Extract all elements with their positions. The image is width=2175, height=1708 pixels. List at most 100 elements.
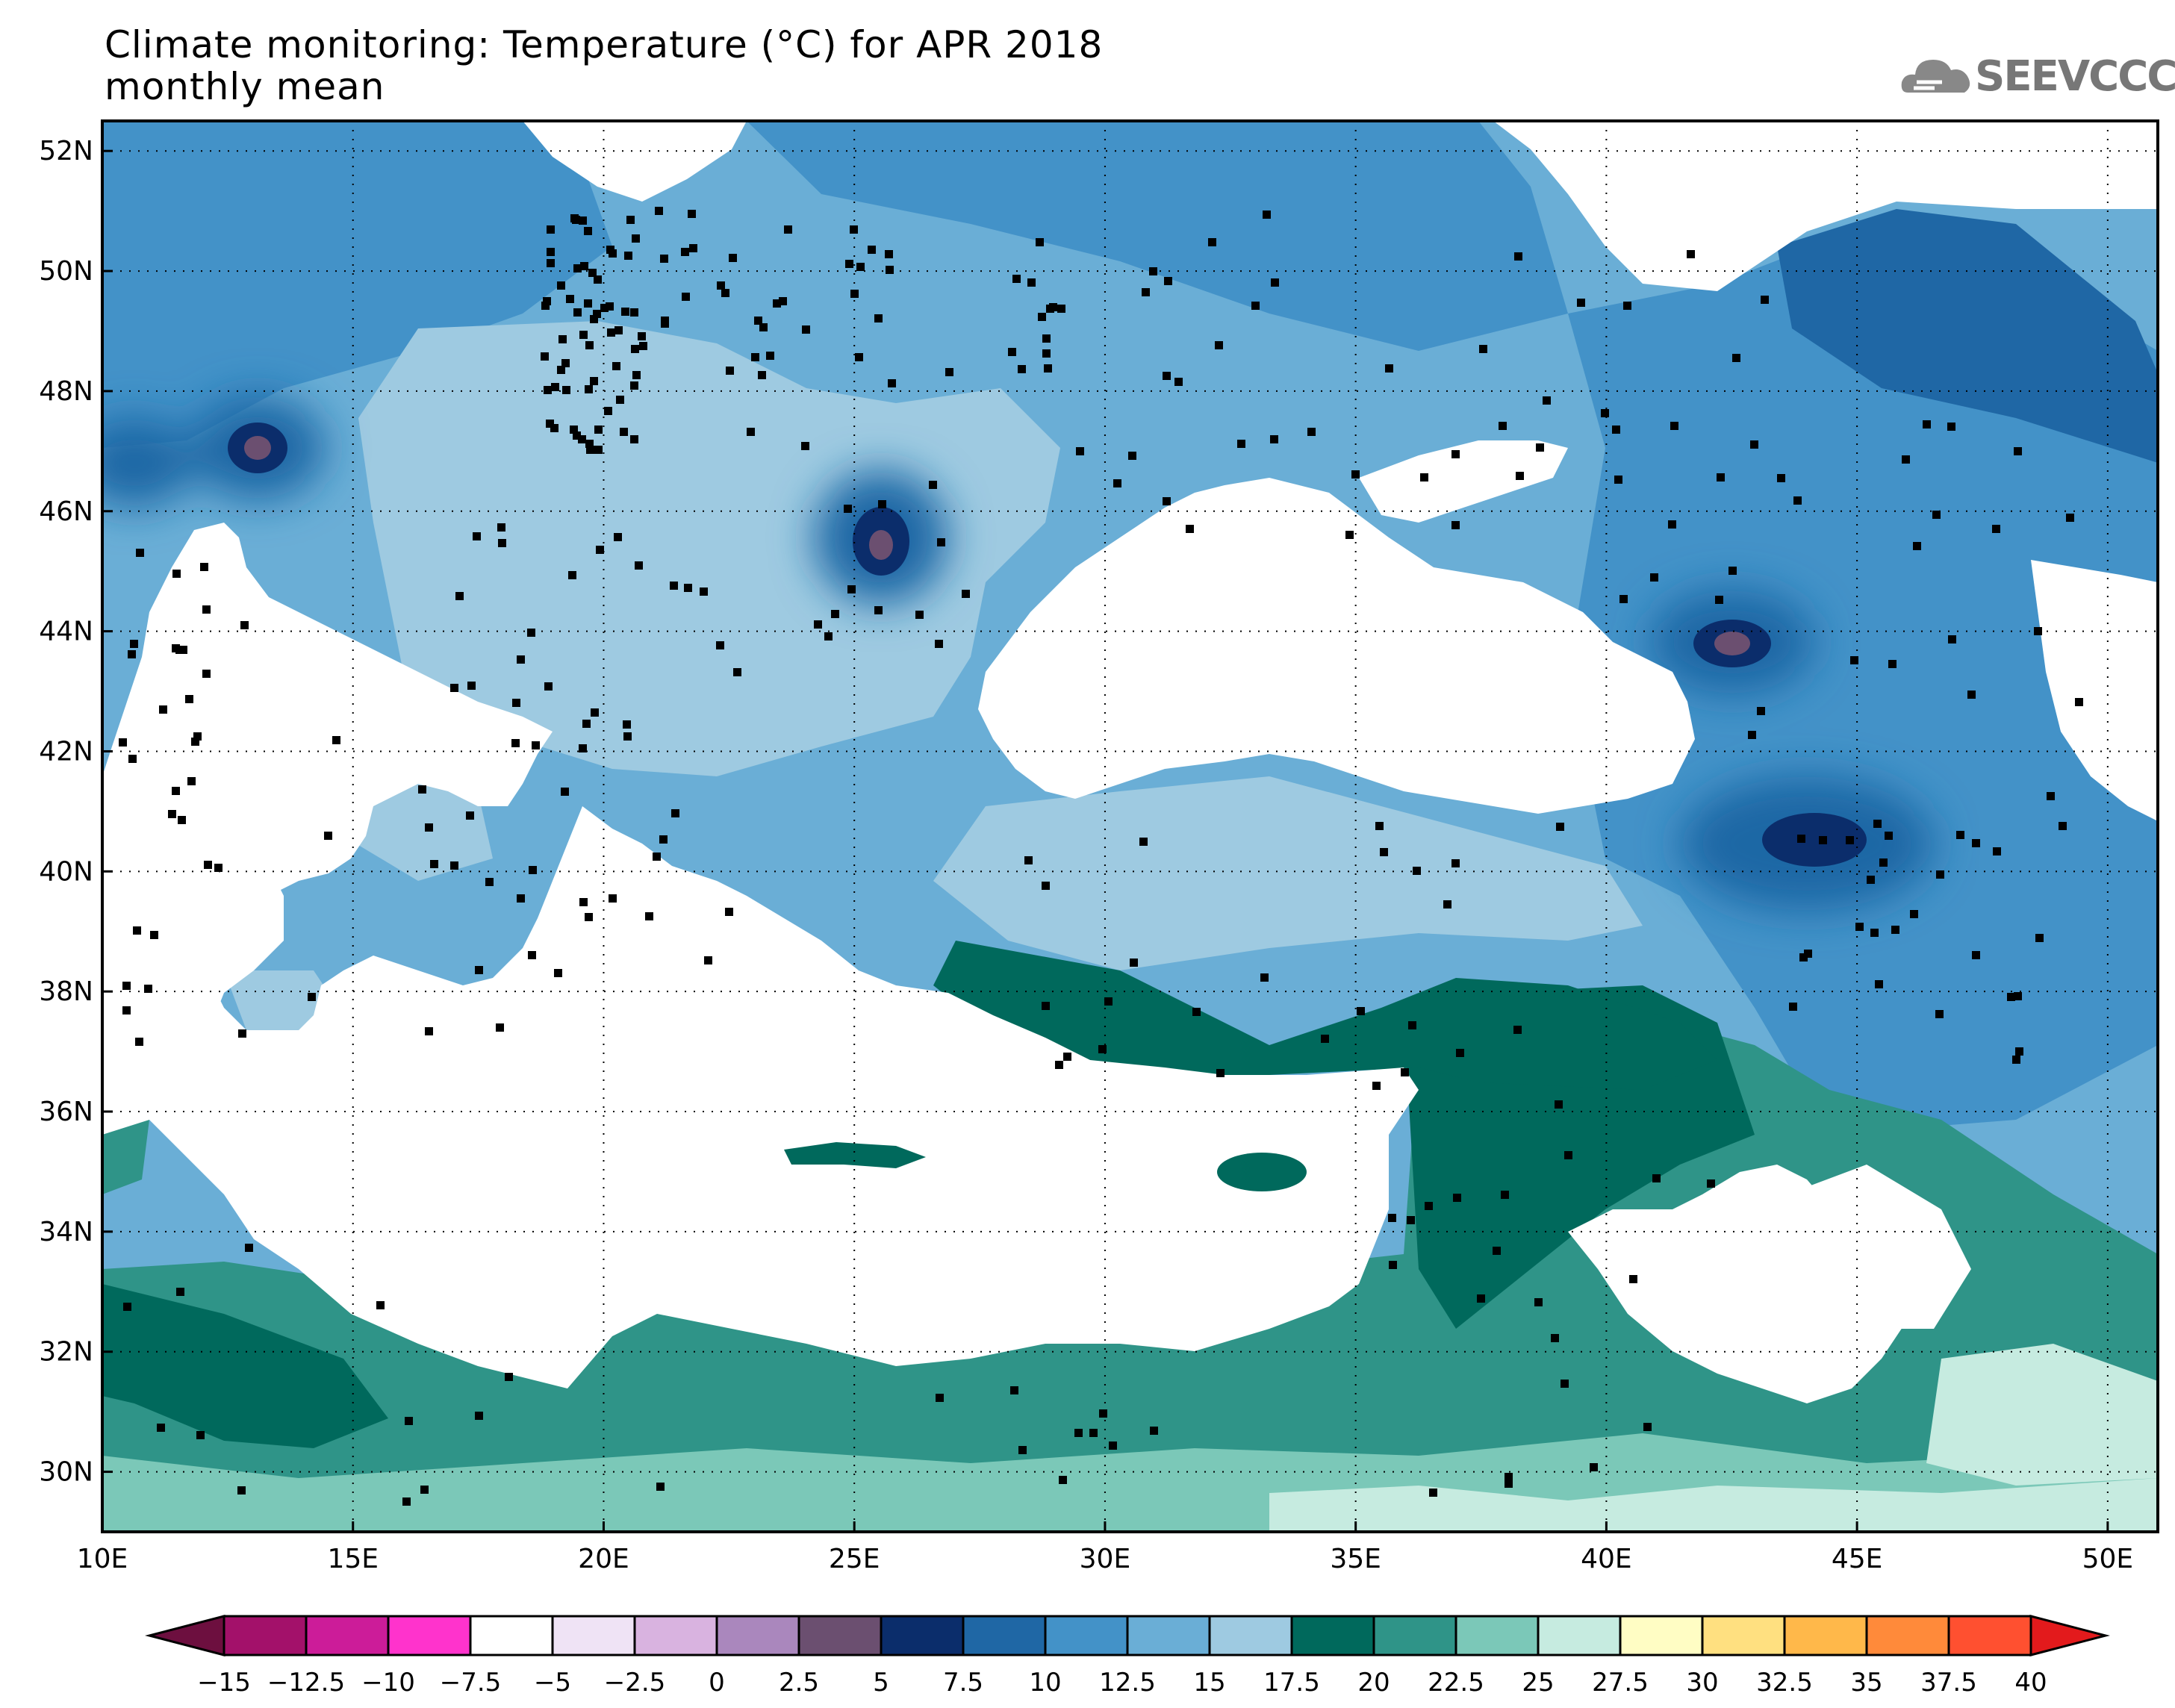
station-marker — [475, 966, 483, 974]
station-marker — [130, 640, 138, 648]
station-marker — [850, 225, 858, 234]
station-marker — [1270, 435, 1278, 443]
cloud-icon — [1901, 60, 1970, 93]
colorbar-swatch — [1865, 1615, 1950, 1656]
station-marker — [543, 297, 551, 305]
y-tick-label: 34N — [39, 1217, 93, 1247]
station-marker — [1215, 341, 1223, 349]
station-marker — [1902, 455, 1910, 464]
colorbar-label: 15 — [1193, 1668, 1225, 1698]
station-marker — [420, 1486, 429, 1494]
station-marker — [1104, 997, 1113, 1006]
colorbar-label: 40 — [2014, 1668, 2047, 1698]
station-marker — [1561, 1380, 1569, 1388]
station-marker — [119, 738, 127, 747]
colorbar-label: 27.5 — [1592, 1668, 1649, 1698]
station-marker — [376, 1301, 385, 1309]
station-marker — [1174, 378, 1183, 386]
station-marker — [671, 809, 679, 817]
colorbar-swatch — [387, 1615, 472, 1656]
station-marker — [1789, 1003, 1797, 1011]
station-marker — [1629, 1275, 1637, 1283]
longitude-ticks: 10E 15E 20E 25E 30E 35E 40E 45E 50E — [77, 1521, 2133, 1574]
station-marker — [1601, 409, 1609, 417]
station-marker — [716, 641, 724, 649]
station-marker — [122, 982, 131, 990]
station-marker — [172, 787, 180, 795]
station-marker — [1042, 349, 1051, 358]
station-marker — [1750, 440, 1758, 449]
station-marker — [607, 328, 615, 337]
colorbar-swatch — [880, 1615, 965, 1656]
station-marker — [704, 956, 712, 964]
station-marker — [466, 811, 474, 820]
station-marker — [573, 308, 582, 317]
station-marker — [1513, 1026, 1522, 1034]
station-marker — [855, 353, 863, 361]
station-marker — [1564, 1151, 1572, 1159]
colorbar-label: 2.5 — [779, 1668, 819, 1698]
station-marker — [1804, 950, 1812, 958]
station-marker — [1993, 847, 2001, 855]
station-marker — [176, 1288, 184, 1296]
station-marker — [187, 777, 196, 785]
station-marker — [1757, 707, 1765, 715]
station-marker — [547, 225, 555, 234]
station-marker — [661, 317, 669, 325]
colorbar-label: −5 — [534, 1668, 571, 1698]
station-marker — [594, 426, 603, 434]
station-marker — [566, 295, 574, 303]
station-marker — [620, 428, 628, 436]
station-marker — [185, 695, 193, 703]
colorbar-swatch — [1372, 1615, 1457, 1656]
station-marker — [874, 314, 883, 322]
station-marker — [450, 861, 458, 870]
station-marker — [721, 289, 729, 297]
station-marker — [585, 913, 593, 921]
station-marker — [847, 585, 856, 593]
y-tick-label: 46N — [39, 496, 93, 527]
colorbar-label: 25 — [1522, 1668, 1554, 1698]
seevccc-logo: SEEVCCC — [1900, 46, 2175, 106]
station-marker — [517, 894, 525, 903]
colorbar-swatch — [305, 1615, 390, 1656]
x-tick-label: 20E — [578, 1544, 629, 1574]
station-marker — [874, 606, 883, 614]
station-marker — [528, 951, 536, 959]
station-marker — [529, 866, 537, 874]
y-tick-label: 32N — [39, 1337, 93, 1368]
station-marker — [594, 275, 602, 284]
station-marker — [591, 708, 599, 717]
station-marker — [590, 315, 598, 323]
colorbar-low-arrow — [145, 1615, 225, 1656]
station-marker — [128, 755, 137, 763]
station-marker — [632, 234, 640, 243]
station-marker — [594, 446, 603, 454]
station-marker — [1717, 473, 1725, 481]
station-marker — [1967, 691, 1976, 699]
station-marker — [1477, 1294, 1485, 1303]
station-marker — [606, 302, 614, 311]
y-tick-label: 38N — [39, 976, 93, 1007]
station-marker — [733, 668, 741, 676]
station-marker — [688, 210, 696, 218]
station-marker — [936, 1394, 944, 1402]
station-marker — [544, 386, 552, 394]
station-marker — [616, 396, 624, 404]
station-marker — [1936, 870, 1944, 879]
logo-text: SEEVCCC — [1975, 52, 2175, 101]
station-marker — [562, 386, 570, 394]
station-marker — [1036, 238, 1044, 246]
station-marker — [497, 523, 505, 532]
station-marker — [1947, 423, 1955, 431]
station-marker — [624, 252, 632, 260]
station-marker — [1505, 1480, 1513, 1488]
station-marker — [1321, 1035, 1329, 1043]
colorbar-label: 0 — [709, 1668, 725, 1698]
station-marker — [475, 1412, 483, 1420]
station-marker — [579, 216, 587, 225]
station-marker — [1499, 422, 1507, 430]
station-marker — [1443, 900, 1451, 908]
station-marker — [1018, 365, 1026, 373]
